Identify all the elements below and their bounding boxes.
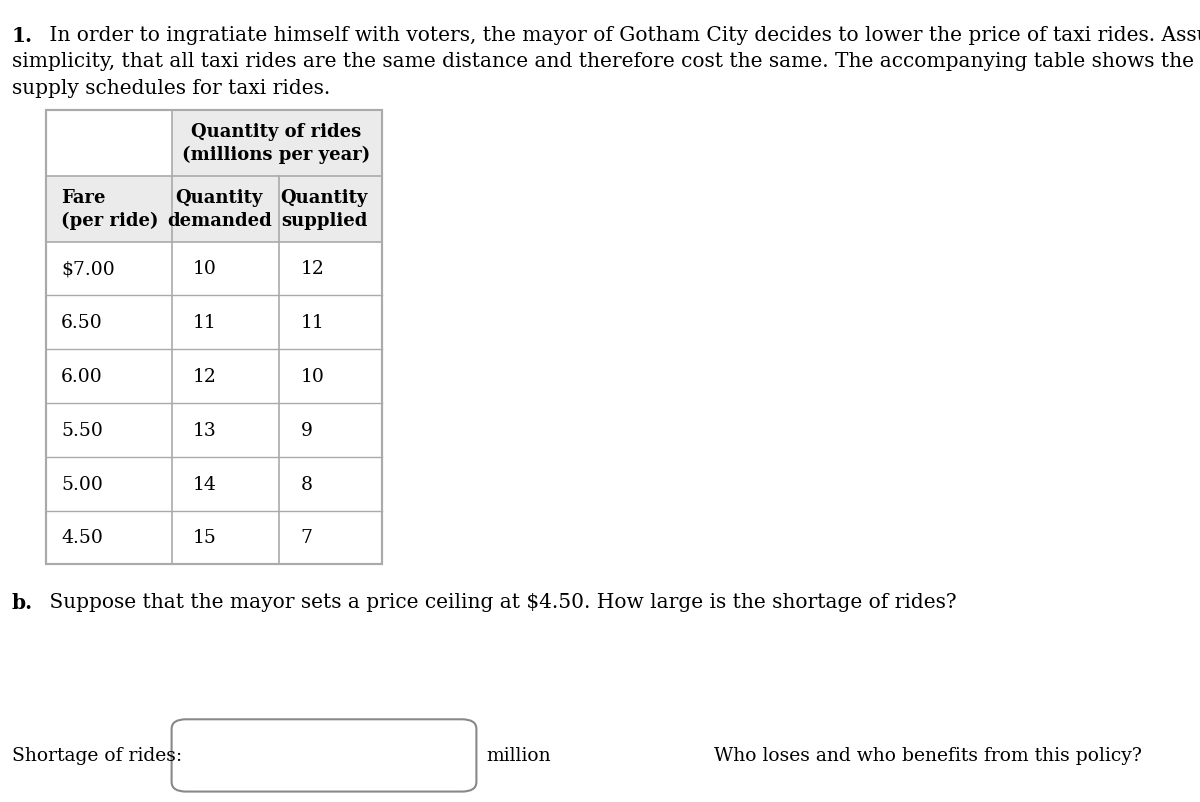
FancyBboxPatch shape — [172, 719, 476, 792]
FancyBboxPatch shape — [172, 111, 382, 176]
Text: 10: 10 — [301, 367, 324, 386]
Text: million: million — [486, 747, 551, 764]
Text: b.: b. — [12, 593, 34, 613]
Text: 8: 8 — [301, 475, 313, 493]
Text: 6.50: 6.50 — [61, 314, 103, 332]
Text: 7: 7 — [301, 529, 313, 547]
Text: 5.00: 5.00 — [61, 475, 103, 493]
Text: 12: 12 — [301, 260, 324, 278]
Text: 6.00: 6.00 — [61, 367, 103, 386]
Text: Shortage of rides:: Shortage of rides: — [12, 747, 182, 764]
Text: 14: 14 — [193, 475, 217, 493]
Text: 11: 11 — [301, 314, 324, 332]
Text: Who loses and who benefits from this policy?: Who loses and who benefits from this pol… — [714, 747, 1142, 764]
Text: 13: 13 — [193, 421, 217, 439]
Text: 5.50: 5.50 — [61, 421, 103, 439]
Text: 1.: 1. — [12, 26, 34, 46]
Text: 15: 15 — [193, 529, 217, 547]
Text: supply schedules for taxi rides.: supply schedules for taxi rides. — [12, 79, 330, 98]
FancyBboxPatch shape — [46, 111, 382, 565]
Text: Fare
(per ride): Fare (per ride) — [61, 188, 158, 230]
Text: Quantity of rides
(millions per year): Quantity of rides (millions per year) — [182, 123, 371, 164]
Text: 11: 11 — [193, 314, 217, 332]
Text: 12: 12 — [193, 367, 217, 386]
Text: In order to ingratiate himself with voters, the mayor of Gotham City decides to : In order to ingratiate himself with vote… — [43, 26, 1200, 45]
FancyBboxPatch shape — [46, 176, 382, 242]
Text: simplicity, that all taxi rides are the same distance and therefore cost the sam: simplicity, that all taxi rides are the … — [12, 52, 1200, 71]
Text: 4.50: 4.50 — [61, 529, 103, 547]
Text: 10: 10 — [193, 260, 217, 278]
Text: Suppose that the mayor sets a price ceiling at $4.50. How large is the shortage : Suppose that the mayor sets a price ceil… — [43, 593, 956, 612]
Text: 9: 9 — [301, 421, 312, 439]
Text: $7.00: $7.00 — [61, 260, 115, 278]
Text: Quantity
demanded: Quantity demanded — [167, 189, 271, 229]
Text: Quantity
supplied: Quantity supplied — [281, 189, 368, 229]
